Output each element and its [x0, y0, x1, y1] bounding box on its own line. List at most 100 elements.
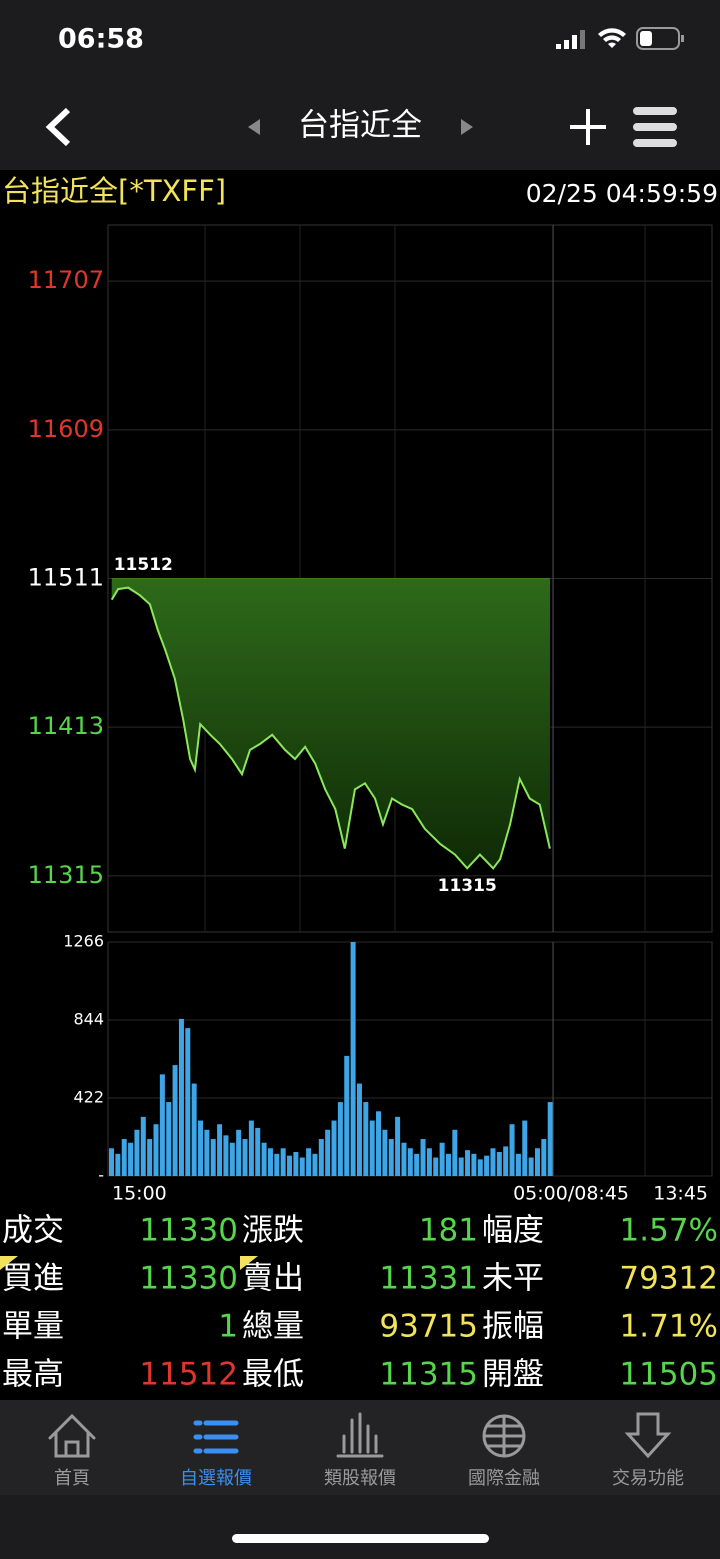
volume-bar	[299, 1157, 305, 1176]
volume-bar	[267, 1148, 273, 1176]
volume-bar	[433, 1157, 439, 1176]
tab-icon	[336, 1412, 384, 1458]
tab-icon	[193, 1420, 239, 1454]
volume-bar	[191, 1083, 197, 1176]
volume-bar	[293, 1151, 299, 1176]
x-tick-label: 05:00/08:45	[513, 1183, 629, 1205]
tab[interactable]: 類股報價	[324, 1412, 396, 1489]
y-tick-label: 11511	[28, 564, 104, 592]
tab[interactable]: 國際金融	[468, 1414, 540, 1489]
volume-bar	[229, 1142, 235, 1176]
y-tick-label: 844	[73, 1010, 104, 1029]
y-tick-label: 11609	[28, 415, 104, 443]
quote-value: 1.71%	[620, 1309, 718, 1345]
volume-bar	[356, 1083, 362, 1176]
quote-table: 成交 11330 漲跌 181 幅度 1.57% 買進 11330 賣出 11331 未平 79312…	[2, 1213, 718, 1393]
y-tick-label: 1266	[63, 932, 104, 951]
clock: 06:58	[58, 24, 144, 55]
quote-label: 最高	[2, 1357, 64, 1393]
quote-label: 總量	[242, 1309, 304, 1345]
nav-title: 台指近全	[298, 108, 422, 144]
volume-bar	[439, 1142, 445, 1176]
volume-bar	[159, 1074, 165, 1176]
quote-label: 最低	[242, 1357, 304, 1393]
quote-label: 未平	[482, 1261, 544, 1297]
volume-bar	[465, 1150, 471, 1176]
x-tick-label: 13:45	[653, 1183, 708, 1205]
volume-bar	[369, 1120, 375, 1176]
quote-label: 單量	[2, 1309, 64, 1345]
top-bar	[0, 0, 720, 170]
tab-label: 國際金融	[468, 1468, 540, 1489]
volume-bar	[541, 1139, 547, 1176]
back-button[interactable]	[45, 107, 71, 147]
price-line	[110, 586, 551, 870]
y-tick-label: 11707	[28, 266, 104, 294]
volume-bar	[452, 1129, 458, 1176]
volume-bar	[401, 1142, 407, 1176]
volume-bar	[109, 1148, 114, 1176]
tab[interactable]: 自選報價	[180, 1420, 252, 1489]
volume-bar	[515, 1153, 521, 1176]
quote-label: 賣出	[242, 1261, 304, 1297]
volume-bar	[509, 1124, 515, 1176]
y-tick-label: 422	[73, 1088, 104, 1107]
add-button[interactable]	[570, 109, 606, 145]
quote-value: 79312	[619, 1261, 718, 1297]
volume-bar	[395, 1116, 401, 1176]
volume-bar	[280, 1148, 286, 1176]
quote-value: 181	[419, 1213, 478, 1249]
volume-bar	[344, 1055, 350, 1176]
y-tick-label: -	[98, 1166, 104, 1185]
tabs: 首頁 自選報價 類股報價 國際金融 交易功能	[48, 1412, 684, 1489]
quote-value: 11505	[619, 1357, 718, 1393]
volume-bar	[407, 1148, 413, 1176]
volume-bar	[223, 1135, 229, 1176]
tab-icon	[624, 1412, 672, 1459]
volume-bar	[484, 1155, 490, 1176]
tab[interactable]: 首頁	[48, 1413, 96, 1489]
quote-label: 幅度	[482, 1213, 544, 1249]
volume-bar	[178, 1018, 184, 1176]
tab[interactable]: 交易功能	[612, 1412, 684, 1489]
quote-label: 成交	[2, 1213, 64, 1249]
volume-bar	[128, 1142, 134, 1176]
volume-bar	[318, 1139, 324, 1176]
x-tick-label: 15:00	[112, 1183, 167, 1205]
home-area	[0, 1495, 720, 1559]
volume-bar	[496, 1151, 502, 1176]
extreme-label: 11315	[438, 876, 497, 896]
volume-bar	[204, 1129, 210, 1176]
volume-bar	[331, 1120, 337, 1176]
volume-bar	[426, 1148, 432, 1176]
volume-bar	[376, 1111, 382, 1176]
volume-bar	[166, 1102, 172, 1176]
quote-value: 11315	[379, 1357, 478, 1393]
volume-bar	[350, 942, 356, 1176]
volume-bar	[287, 1155, 293, 1176]
y-tick-label: 11413	[28, 712, 104, 740]
volume-bar	[477, 1159, 483, 1176]
quote-value: 11512	[139, 1357, 238, 1393]
volume-bar	[471, 1153, 477, 1176]
volume-bar	[255, 1127, 261, 1176]
volume-bar	[115, 1153, 121, 1176]
quote-value: 11330	[139, 1213, 238, 1249]
quote-label: 振幅	[482, 1309, 544, 1345]
prev-button[interactable]	[248, 119, 260, 135]
volume-bar	[547, 1102, 553, 1176]
menu-button[interactable]	[633, 107, 677, 147]
volume-bar	[210, 1139, 216, 1176]
volume-bar	[236, 1129, 242, 1176]
tab-icon	[48, 1413, 96, 1458]
tab-label: 首頁	[54, 1468, 90, 1489]
volume-bar	[242, 1139, 248, 1176]
volume-bar	[153, 1124, 159, 1176]
volume-bar	[306, 1148, 312, 1176]
quote-label: 開盤	[482, 1357, 544, 1393]
volume-bar	[274, 1153, 280, 1176]
volume-bar	[198, 1120, 204, 1176]
volume-bar	[388, 1139, 394, 1176]
next-button[interactable]	[461, 119, 473, 135]
